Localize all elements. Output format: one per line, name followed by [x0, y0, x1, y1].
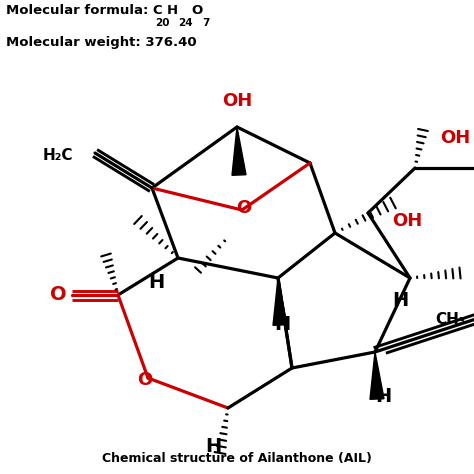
- Text: OH: OH: [440, 129, 470, 147]
- Text: H: H: [148, 273, 164, 292]
- Text: H₂C: H₂C: [43, 147, 73, 163]
- Text: H: H: [392, 291, 408, 310]
- Text: H: H: [274, 315, 290, 334]
- Polygon shape: [370, 352, 384, 399]
- Text: CH₃: CH₃: [435, 312, 465, 328]
- Text: OH: OH: [222, 92, 252, 110]
- Text: H: H: [205, 437, 221, 456]
- Polygon shape: [232, 127, 246, 175]
- Polygon shape: [273, 278, 287, 325]
- Text: O: O: [237, 199, 252, 217]
- Text: OH: OH: [392, 212, 422, 230]
- Text: Molecular weight: 376.40: Molecular weight: 376.40: [6, 36, 197, 49]
- Text: O: O: [191, 4, 202, 17]
- Text: O: O: [137, 371, 153, 389]
- Text: O: O: [50, 285, 66, 304]
- Text: Molecular formula: C: Molecular formula: C: [6, 4, 163, 17]
- Text: 20: 20: [155, 18, 170, 28]
- Text: Chemical structure of Ailanthone (AIL): Chemical structure of Ailanthone (AIL): [102, 452, 372, 465]
- Text: H: H: [375, 388, 391, 407]
- Text: 7: 7: [202, 18, 210, 28]
- Text: 24: 24: [178, 18, 192, 28]
- Text: H: H: [167, 4, 178, 17]
